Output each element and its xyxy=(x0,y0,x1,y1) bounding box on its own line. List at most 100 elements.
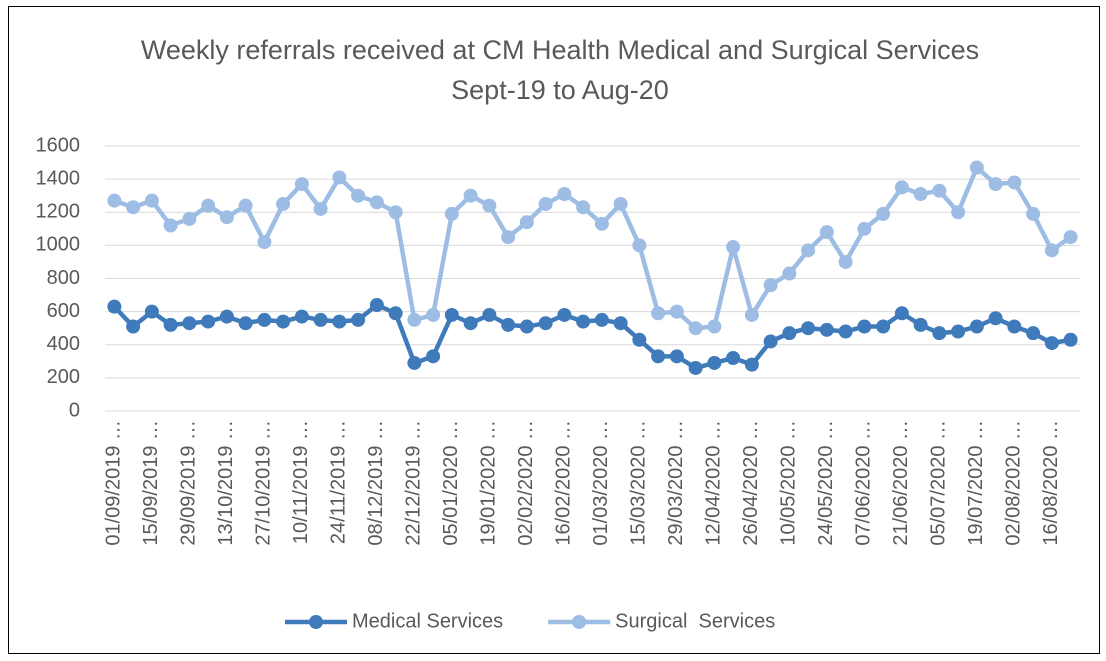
data-point xyxy=(688,321,703,336)
data-point xyxy=(1044,243,1059,258)
data-point xyxy=(444,307,459,322)
x-tick-label: 01/09/2019 … xyxy=(103,420,125,546)
x-tick-label: 10/11/2019 … xyxy=(290,420,312,544)
x-tick-label: 10/05/2020 … xyxy=(778,420,800,546)
chart-frame xyxy=(8,6,1100,654)
data-point xyxy=(1007,319,1022,334)
x-tick-label: 29/09/2019 … xyxy=(178,420,200,546)
x-tick-label: 08/12/2019 … xyxy=(365,420,387,546)
data-point xyxy=(932,183,947,198)
y-tick-label: 1600 xyxy=(36,134,81,156)
x-tick-label: 16/08/2020 … xyxy=(1040,420,1062,546)
x-tick-label: 22/12/2019 … xyxy=(403,420,425,546)
data-point xyxy=(988,311,1003,326)
data-point xyxy=(463,188,478,203)
data-point xyxy=(894,180,909,195)
data-point xyxy=(107,193,122,208)
data-point xyxy=(482,307,497,322)
legend-marker xyxy=(572,615,587,629)
x-tick-label: 19/07/2020 … xyxy=(965,420,987,546)
data-point xyxy=(201,314,216,329)
data-point xyxy=(313,201,328,216)
data-point xyxy=(144,304,159,319)
data-point xyxy=(1063,230,1078,245)
data-point xyxy=(632,238,647,253)
data-point xyxy=(519,319,534,334)
data-point xyxy=(801,321,816,336)
x-tick-label: 29/03/2020 … xyxy=(665,420,687,546)
data-point xyxy=(782,326,797,341)
data-point xyxy=(576,200,591,215)
data-point xyxy=(126,319,141,334)
legend-label: Surgical Services xyxy=(615,610,775,632)
data-point xyxy=(501,317,516,332)
data-point xyxy=(294,177,309,192)
data-point xyxy=(669,349,684,364)
data-point xyxy=(557,307,572,322)
data-point xyxy=(857,319,872,334)
data-point xyxy=(182,211,197,226)
data-point xyxy=(744,307,759,322)
data-point xyxy=(876,206,891,221)
data-point xyxy=(388,205,403,220)
data-point xyxy=(838,254,853,269)
data-point xyxy=(688,360,703,375)
data-point xyxy=(726,351,741,365)
x-tick-label: 21/06/2020 … xyxy=(890,420,912,546)
x-tick-label: 05/01/2020 … xyxy=(440,420,462,546)
data-point xyxy=(782,266,797,281)
data-point xyxy=(726,240,741,255)
data-point xyxy=(744,357,759,372)
data-point xyxy=(369,298,384,312)
data-point xyxy=(632,332,647,347)
data-point xyxy=(351,312,366,327)
series-line xyxy=(112,302,1072,371)
y-tick-label: 1200 xyxy=(36,201,81,223)
data-point xyxy=(763,278,778,293)
x-tick-label: 19/01/2020 … xyxy=(478,420,500,546)
data-point xyxy=(613,316,628,331)
data-point xyxy=(951,205,966,220)
data-point xyxy=(444,206,459,221)
data-point xyxy=(819,322,834,337)
data-point xyxy=(294,309,309,324)
data-point xyxy=(538,196,553,211)
data-point xyxy=(276,314,291,329)
data-point xyxy=(219,309,234,324)
data-point xyxy=(819,225,834,240)
data-point xyxy=(351,188,366,203)
x-tick-label: 01/03/2020 … xyxy=(590,420,612,546)
data-point xyxy=(1044,336,1059,351)
x-tick-label: 02/08/2020 … xyxy=(1003,420,1025,546)
data-point xyxy=(951,324,966,339)
data-point xyxy=(219,210,234,225)
data-point xyxy=(669,304,684,319)
y-tick-label: 1400 xyxy=(36,167,81,189)
data-point xyxy=(238,198,253,213)
data-point xyxy=(651,306,666,321)
data-point xyxy=(876,319,891,334)
data-point xyxy=(332,170,347,185)
data-point xyxy=(407,312,422,327)
data-point xyxy=(894,306,909,321)
data-point xyxy=(613,196,628,211)
data-point xyxy=(707,319,722,334)
data-point xyxy=(913,187,928,202)
data-point xyxy=(707,355,722,370)
legend-label: Medical Services xyxy=(352,610,503,632)
series-line xyxy=(113,163,1072,331)
data-point xyxy=(1026,206,1041,221)
data-point xyxy=(332,314,347,329)
y-tick-label: 800 xyxy=(47,267,80,289)
y-tick-label: 0 xyxy=(69,399,80,421)
data-point xyxy=(426,307,441,322)
data-point xyxy=(1063,332,1078,347)
data-point xyxy=(501,230,516,245)
x-tick-label: 05/07/2020 … xyxy=(928,420,950,546)
data-point xyxy=(857,221,872,236)
data-point xyxy=(463,316,478,331)
legend-marker xyxy=(309,615,323,629)
data-point xyxy=(969,319,984,334)
data-point xyxy=(838,324,853,339)
